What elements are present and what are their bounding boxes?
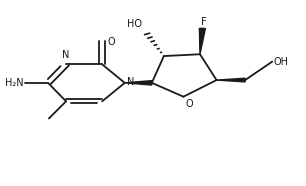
Polygon shape <box>217 78 245 82</box>
Text: N: N <box>62 50 70 60</box>
Polygon shape <box>200 28 205 54</box>
Text: H₂N: H₂N <box>5 78 23 88</box>
Text: F: F <box>201 17 207 27</box>
Text: N: N <box>127 77 135 87</box>
Text: HO: HO <box>127 19 142 29</box>
Text: O: O <box>186 99 193 109</box>
Text: O: O <box>108 37 115 47</box>
Polygon shape <box>125 81 152 85</box>
Text: OH: OH <box>274 57 289 67</box>
